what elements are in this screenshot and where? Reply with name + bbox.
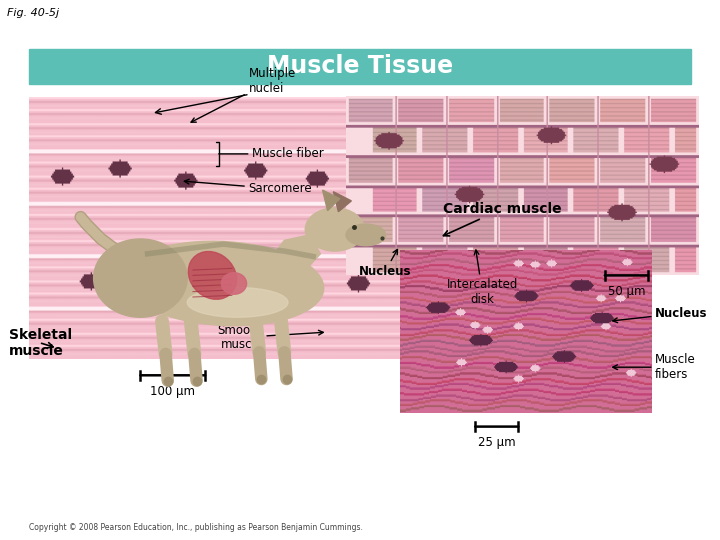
- Polygon shape: [323, 190, 340, 211]
- Ellipse shape: [346, 224, 386, 246]
- Text: Copyright © 2008 Pearson Education, Inc., publishing as Pearson Benjamin Cumming: Copyright © 2008 Pearson Education, Inc.…: [29, 523, 363, 532]
- Text: Muscle fiber: Muscle fiber: [217, 142, 324, 166]
- Text: Cardiac muscle: Cardiac muscle: [443, 202, 562, 236]
- Bar: [29, 49, 691, 84]
- Ellipse shape: [122, 241, 324, 326]
- Text: Muscle
fibers: Muscle fibers: [613, 353, 696, 381]
- Ellipse shape: [187, 287, 288, 317]
- Polygon shape: [333, 192, 351, 212]
- Text: 100 μm: 100 μm: [150, 385, 195, 398]
- Text: Nucleus: Nucleus: [359, 249, 411, 278]
- Ellipse shape: [94, 239, 187, 318]
- Text: Intercalated
disk: Intercalated disk: [446, 250, 518, 306]
- Text: Fig. 40-5j: Fig. 40-5j: [7, 8, 59, 18]
- Text: Skeletal
muscle: Skeletal muscle: [9, 328, 72, 358]
- Text: Muscle Tissue: Muscle Tissue: [267, 54, 453, 78]
- Text: Multiple
nuclei: Multiple nuclei: [191, 66, 296, 122]
- Text: 25 μm: 25 μm: [478, 436, 516, 449]
- Text: Sarcomere: Sarcomere: [184, 179, 312, 195]
- Ellipse shape: [305, 208, 364, 251]
- Polygon shape: [270, 235, 320, 266]
- Text: Smooth
muscle: Smooth muscle: [217, 323, 323, 352]
- Ellipse shape: [222, 273, 246, 294]
- Text: 50 μm: 50 μm: [608, 285, 645, 298]
- Ellipse shape: [189, 252, 236, 299]
- Text: Nucleus: Nucleus: [613, 307, 708, 322]
